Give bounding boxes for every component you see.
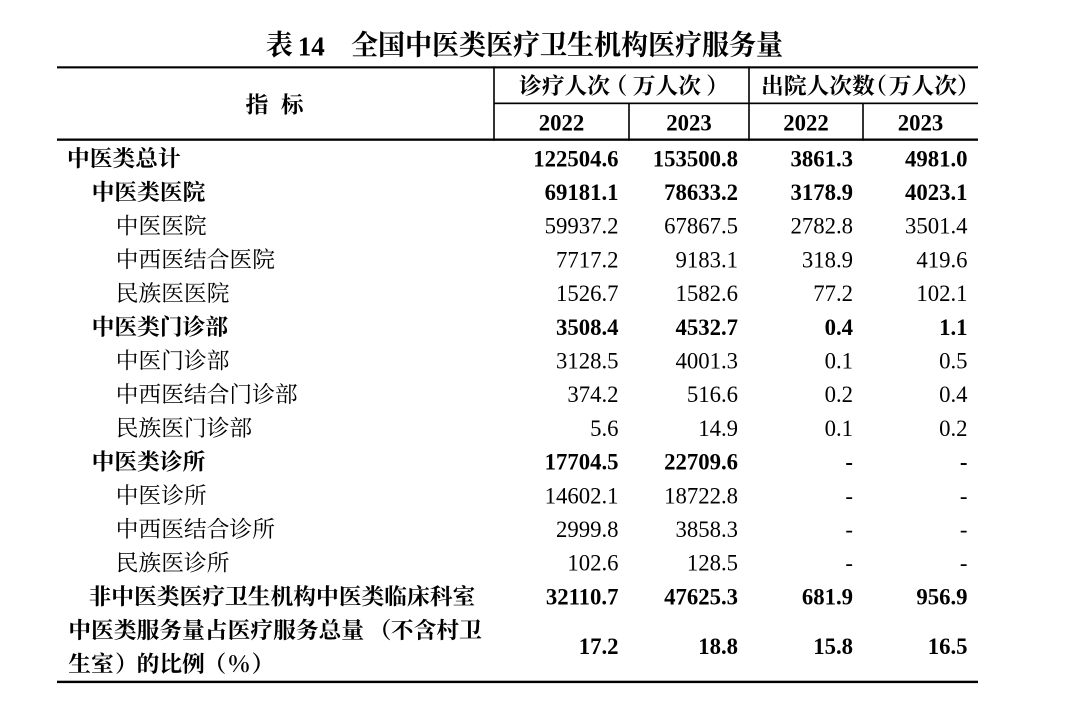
svg-text:-: - bbox=[845, 551, 853, 576]
svg-text:2999.8: 2999.8 bbox=[556, 517, 619, 542]
svg-text:2023: 2023 bbox=[898, 111, 944, 136]
svg-text:14.9: 14.9 bbox=[698, 416, 738, 441]
svg-text:0.2: 0.2 bbox=[939, 416, 967, 441]
svg-text:22709.6: 22709.6 bbox=[664, 450, 738, 475]
svg-text:3178.9: 3178.9 bbox=[790, 180, 853, 205]
svg-text:419.6: 419.6 bbox=[916, 247, 967, 272]
svg-text:3858.3: 3858.3 bbox=[675, 517, 738, 542]
svg-text:32110.7: 32110.7 bbox=[546, 584, 619, 609]
svg-text:128.5: 128.5 bbox=[687, 551, 738, 576]
svg-text:18722.8: 18722.8 bbox=[664, 483, 738, 508]
svg-text:16.5: 16.5 bbox=[928, 634, 968, 659]
svg-text:318.9: 318.9 bbox=[802, 247, 853, 272]
svg-text:0.4: 0.4 bbox=[825, 315, 853, 340]
svg-text:4532.7: 4532.7 bbox=[675, 315, 738, 340]
svg-text:14602.1: 14602.1 bbox=[545, 483, 619, 508]
svg-text:3501.4: 3501.4 bbox=[905, 214, 968, 239]
svg-text:2022: 2022 bbox=[539, 111, 585, 136]
svg-text:14: 14 bbox=[298, 32, 325, 62]
svg-text:3128.5: 3128.5 bbox=[556, 349, 619, 374]
svg-text:-: - bbox=[845, 450, 853, 475]
svg-text:-: - bbox=[845, 483, 853, 508]
svg-text:67867.5: 67867.5 bbox=[664, 214, 738, 239]
svg-text:69181.1: 69181.1 bbox=[545, 180, 619, 205]
svg-text:59937.2: 59937.2 bbox=[545, 214, 619, 239]
svg-text:374.2: 374.2 bbox=[567, 382, 618, 407]
svg-text:102.1: 102.1 bbox=[916, 281, 967, 306]
svg-text:5.6: 5.6 bbox=[590, 416, 618, 441]
svg-text:4023.1: 4023.1 bbox=[905, 180, 968, 205]
svg-text:1526.7: 1526.7 bbox=[556, 281, 619, 306]
svg-text:2023: 2023 bbox=[666, 111, 712, 136]
svg-text:17.2: 17.2 bbox=[579, 634, 619, 659]
svg-text:3861.3: 3861.3 bbox=[790, 146, 853, 171]
svg-text:681.9: 681.9 bbox=[802, 584, 853, 609]
svg-text:-: - bbox=[960, 483, 968, 508]
svg-text:1582.6: 1582.6 bbox=[675, 281, 738, 306]
svg-text:18.8: 18.8 bbox=[698, 634, 738, 659]
svg-text:516.6: 516.6 bbox=[687, 382, 738, 407]
svg-text:-: - bbox=[960, 551, 968, 576]
svg-text:77.2: 77.2 bbox=[813, 281, 853, 306]
svg-text:0.2: 0.2 bbox=[825, 382, 853, 407]
svg-text:102.6: 102.6 bbox=[567, 551, 618, 576]
svg-text:153500.8: 153500.8 bbox=[653, 146, 738, 171]
svg-text:15.8: 15.8 bbox=[813, 634, 853, 659]
svg-text:17704.5: 17704.5 bbox=[545, 450, 619, 475]
svg-text:2022: 2022 bbox=[783, 111, 829, 136]
svg-text:4001.3: 4001.3 bbox=[675, 349, 738, 374]
svg-text:0.1: 0.1 bbox=[825, 416, 853, 441]
svg-text:0.1: 0.1 bbox=[825, 349, 853, 374]
svg-text:7717.2: 7717.2 bbox=[556, 247, 619, 272]
svg-text:1.1: 1.1 bbox=[939, 315, 967, 340]
svg-text:-: - bbox=[960, 517, 968, 542]
svg-text:2782.8: 2782.8 bbox=[790, 214, 853, 239]
svg-text:0.4: 0.4 bbox=[939, 382, 968, 407]
svg-text:0.5: 0.5 bbox=[939, 349, 967, 374]
svg-text:47625.3: 47625.3 bbox=[664, 584, 738, 609]
svg-text:3508.4: 3508.4 bbox=[556, 315, 619, 340]
svg-text:-: - bbox=[960, 450, 968, 475]
svg-text:78633.2: 78633.2 bbox=[664, 180, 738, 205]
svg-text:4981.0: 4981.0 bbox=[905, 146, 968, 171]
svg-text:956.9: 956.9 bbox=[916, 584, 967, 609]
svg-text:122504.6: 122504.6 bbox=[533, 146, 618, 171]
svg-text:-: - bbox=[845, 517, 853, 542]
svg-text:9183.1: 9183.1 bbox=[675, 247, 738, 272]
